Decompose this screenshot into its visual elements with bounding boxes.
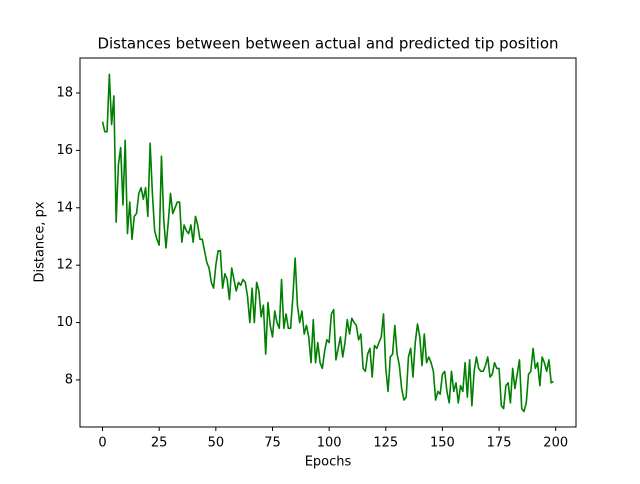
data-line [101, 73, 554, 413]
x-tick-label: 100 [317, 436, 342, 451]
axes-frame [79, 57, 577, 428]
y-tick-label: 14 [56, 200, 73, 215]
y-tick-label: 12 [56, 258, 73, 273]
chart-title: Distances between between actual and pre… [97, 35, 558, 53]
x-tick-label: 175 [487, 436, 512, 451]
y-tick-label: 8 [65, 372, 73, 387]
x-tick-label: 25 [151, 436, 168, 451]
y-axis-label: Distance, px [33, 201, 48, 282]
x-tick-label: 50 [208, 436, 225, 451]
x-tick-label: 75 [264, 436, 281, 451]
x-tick-label: 150 [430, 436, 455, 451]
x-tick-label: 200 [543, 436, 568, 451]
x-axis-label: Epochs [305, 455, 352, 470]
x-tick-label: 125 [373, 436, 398, 451]
y-tick-label: 10 [56, 315, 73, 330]
y-tick-label: 16 [56, 143, 73, 158]
y-tick-label: 18 [56, 86, 73, 101]
x-tick-label: 0 [98, 436, 106, 451]
